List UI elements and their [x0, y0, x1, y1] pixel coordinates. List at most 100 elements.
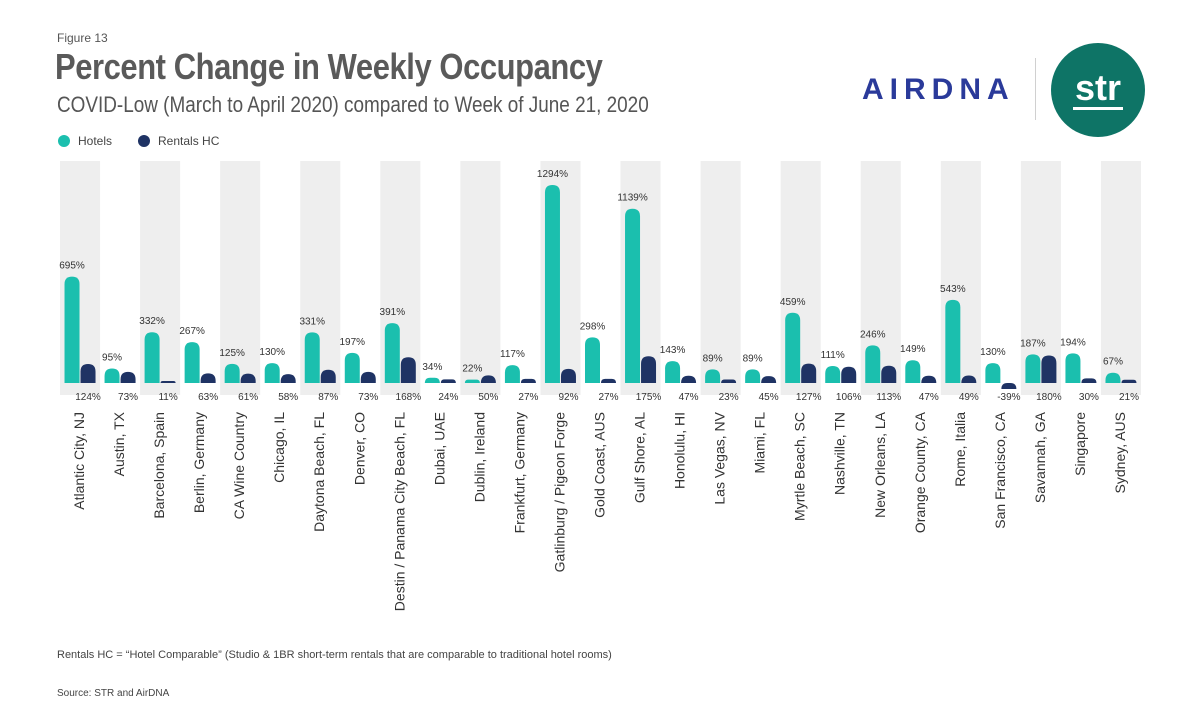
- bar-hotels: [825, 366, 841, 383]
- bar-rentals: [320, 369, 336, 383]
- bar-rentals: [240, 373, 256, 383]
- legend: Hotels Rentals HC: [58, 134, 245, 148]
- data-label-hotels: 543%: [940, 284, 966, 295]
- bar-hotels: [585, 337, 600, 383]
- bar-hotels: [104, 368, 120, 383]
- data-label-rentals: 11%: [158, 392, 177, 403]
- bar-rentals: [801, 363, 817, 383]
- bar-hotels: [1065, 353, 1081, 383]
- category-label: Singapore: [1072, 412, 1088, 476]
- data-label-rentals: 45%: [759, 392, 779, 403]
- bar-hotels: [745, 369, 761, 383]
- data-label-hotels: 1139%: [617, 193, 648, 204]
- bar-hotels: [304, 332, 320, 383]
- bar-rentals: [120, 371, 136, 383]
- str-logo: str: [1051, 43, 1145, 137]
- data-label-hotels: 130%: [259, 347, 285, 358]
- bar-hotels: [464, 379, 480, 383]
- data-label-hotels: 695%: [59, 261, 85, 272]
- data-label-rentals: 49%: [959, 392, 979, 403]
- bar-hotels: [705, 369, 721, 383]
- data-label-rentals: 127%: [796, 392, 822, 403]
- bar-rentals: [1081, 378, 1097, 383]
- bar-hotels: [865, 345, 881, 383]
- category-label: Nashville, TN: [832, 412, 848, 495]
- bar-hotels: [184, 342, 200, 383]
- background-band: [700, 161, 741, 395]
- bar-chart: 695% 124% Atlantic City, NJ 95% 73% Austin, T…: [59, 161, 1141, 611]
- airdna-logo: AIRDNA: [862, 73, 1015, 106]
- category-label: Daytona Beach, FL: [311, 412, 327, 532]
- data-label-hotels: 331%: [299, 316, 325, 327]
- bar-hotels: [264, 363, 280, 383]
- category-label: Savannah, GA: [1032, 411, 1048, 503]
- figure-label: Figure 13: [57, 31, 108, 45]
- data-label-hotels: 1294%: [537, 169, 568, 180]
- category-label: Dublin, Ireland: [471, 412, 487, 502]
- data-label-rentals: 27%: [598, 392, 618, 403]
- category-label: Austin, TX: [111, 411, 127, 476]
- bar-hotels: [905, 360, 921, 383]
- bar-hotels: [625, 208, 641, 383]
- data-label-rentals: 168%: [396, 392, 422, 403]
- data-label-rentals: 27%: [518, 392, 538, 403]
- category-label: New Orleans, LA: [872, 411, 888, 517]
- bar-hotels: [344, 352, 360, 383]
- bar-rentals: [761, 376, 777, 383]
- data-label-hotels: 89%: [703, 353, 723, 364]
- legend-label-hotels: Hotels: [78, 134, 113, 148]
- category-label: Atlantic City, NJ: [71, 412, 87, 510]
- category-label: Las Vegas, NV: [712, 411, 728, 504]
- data-label-hotels: 130%: [980, 347, 1006, 358]
- category-label: Destin / Panama City Beach, FL: [391, 412, 407, 611]
- bar-rentals: [1041, 355, 1057, 383]
- data-label-rentals: 63%: [198, 392, 218, 403]
- category-label: Rome, Italia: [952, 412, 968, 487]
- bar-rentals: [80, 364, 96, 383]
- data-label-rentals: 23%: [719, 392, 739, 403]
- data-label-hotels: 117%: [500, 349, 525, 360]
- category-label: Gulf Shore, AL: [632, 412, 648, 503]
- bar-hotels: [424, 377, 440, 383]
- data-label-hotels: 332%: [139, 316, 165, 327]
- category-label: Gold Coast, AUS: [592, 412, 608, 518]
- legend-item-rentals: Rentals HC: [138, 134, 219, 148]
- category-label: Denver, CO: [351, 412, 367, 485]
- chart-subtitle: COVID-Low (March to April 2020) compared…: [57, 92, 649, 117]
- data-label-hotels: 391%: [380, 307, 406, 318]
- bar-hotels: [1105, 372, 1121, 383]
- data-label-rentals: 24%: [438, 392, 458, 403]
- data-label-rentals: 106%: [836, 392, 862, 403]
- bar-hotels: [985, 363, 1001, 383]
- bar-hotels: [1025, 354, 1041, 383]
- bar-rentals: [160, 381, 176, 383]
- bar-rentals: [921, 375, 937, 383]
- data-label-rentals: 50%: [478, 392, 498, 403]
- legend-swatch-rentals: [138, 135, 151, 147]
- data-label-rentals: 87%: [318, 392, 338, 403]
- bar-rentals: [440, 379, 456, 383]
- background-band: [1020, 161, 1061, 395]
- bar-rentals: [961, 375, 977, 383]
- category-label: Honolulu, HI: [672, 412, 688, 489]
- data-label-rentals: 113%: [876, 392, 901, 403]
- category-label: Frankfurt, Germany: [511, 412, 527, 533]
- legend-item-hotels: Hotels: [58, 134, 112, 148]
- data-label-hotels: 246%: [860, 329, 886, 340]
- bar-rentals: [1001, 383, 1017, 389]
- data-label-hotels: 22%: [462, 364, 482, 375]
- data-label-rentals: 73%: [118, 392, 138, 403]
- category-label: Sydney, AUS: [1112, 412, 1128, 493]
- data-label-hotels: 149%: [900, 344, 926, 355]
- category-label: Gatlinburg / Pigeon Forge: [551, 412, 567, 573]
- data-label-hotels: 111%: [821, 350, 845, 361]
- data-label-hotels: 95%: [102, 352, 122, 363]
- background-band: [220, 161, 261, 395]
- data-label-hotels: 125%: [219, 348, 245, 359]
- data-label-hotels: 197%: [339, 337, 365, 348]
- data-label-hotels: 89%: [743, 353, 763, 364]
- data-label-rentals: 92%: [558, 392, 578, 403]
- legend-label-rentals: Rentals HC: [158, 134, 220, 148]
- bar-rentals: [200, 373, 216, 383]
- data-label-rentals: 175%: [636, 392, 662, 403]
